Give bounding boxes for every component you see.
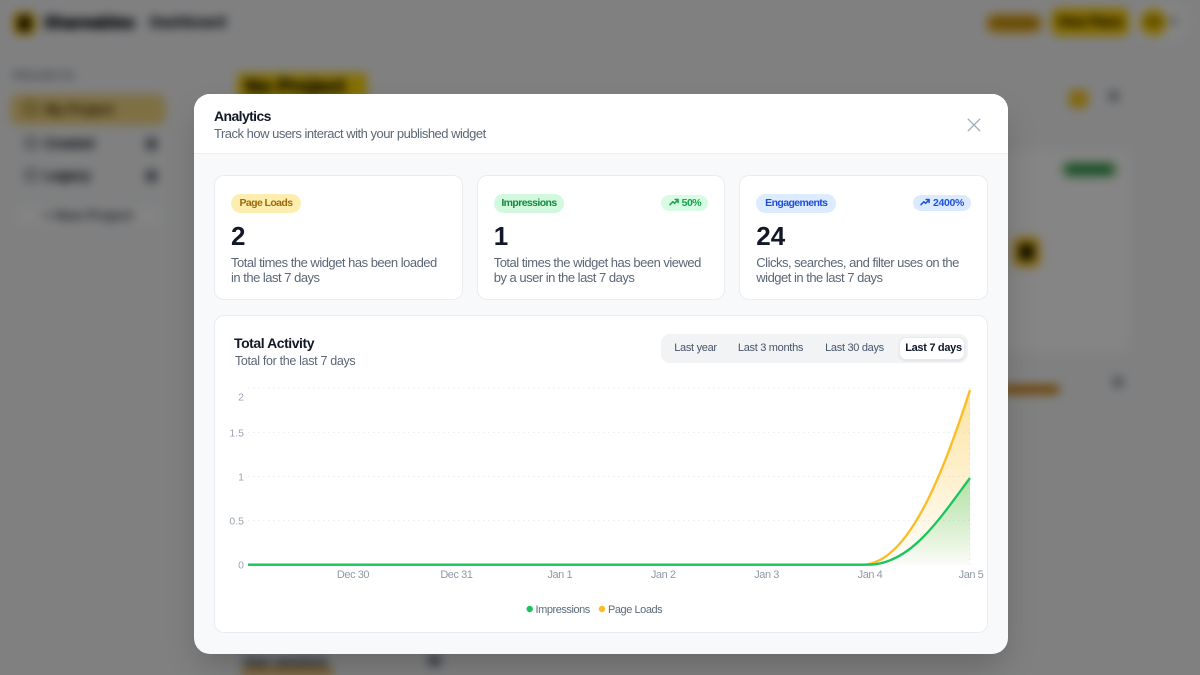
svg-text:0.5: 0.5 [229,516,244,528]
svg-text:1: 1 [238,472,244,484]
svg-text:Jan 5: Jan 5 [959,569,984,581]
svg-text:Impressions: Impressions [536,604,591,616]
svg-text:Jan 3: Jan 3 [754,569,779,581]
svg-text:Jan 1: Jan 1 [547,569,572,581]
svg-text:2: 2 [238,392,244,404]
svg-text:1.5: 1.5 [229,427,244,439]
svg-text:0: 0 [238,560,244,572]
svg-text:Jan 2: Jan 2 [651,569,676,581]
svg-text:Page Loads: Page Loads [608,604,663,616]
svg-text:Jan 4: Jan 4 [858,569,883,581]
svg-text:Dec 30: Dec 30 [337,569,369,581]
svg-text:Dec 31: Dec 31 [440,569,472,581]
